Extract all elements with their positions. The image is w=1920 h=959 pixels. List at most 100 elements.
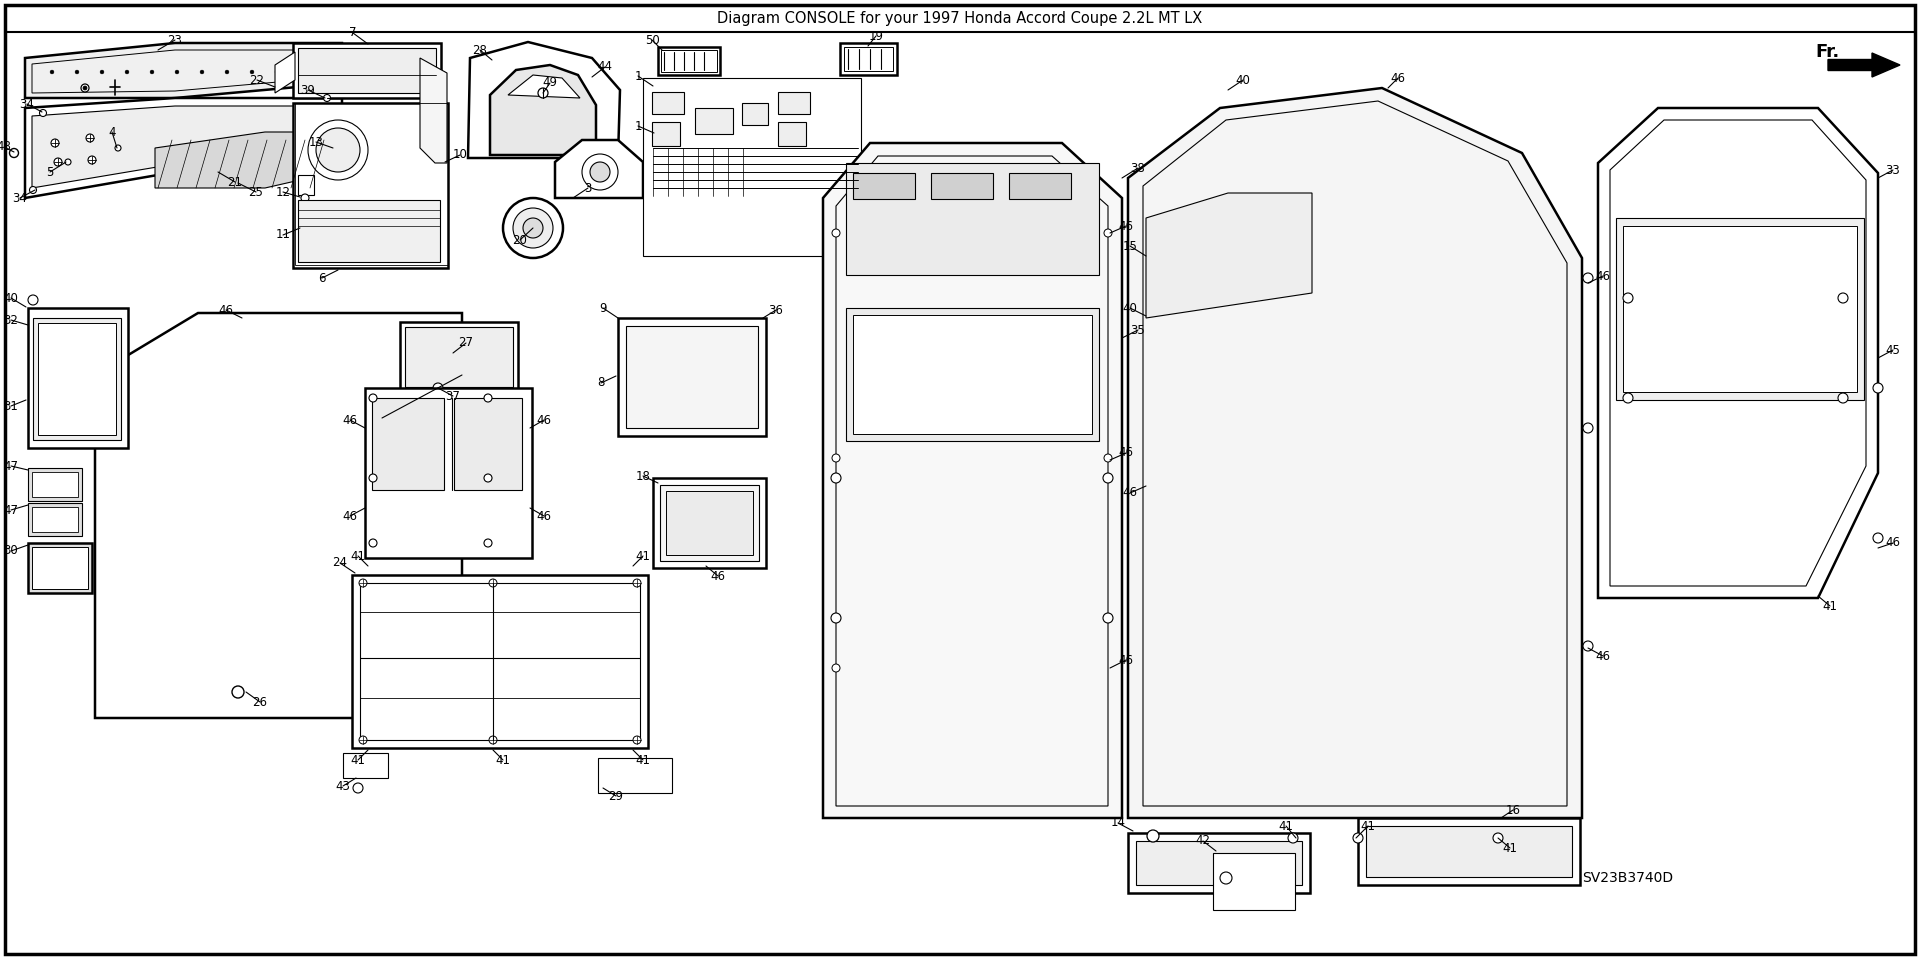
Text: 46: 46: [536, 413, 551, 427]
Circle shape: [100, 70, 104, 74]
Text: 40: 40: [4, 292, 19, 305]
Polygon shape: [555, 140, 643, 198]
Circle shape: [490, 579, 497, 587]
Text: 1: 1: [634, 69, 641, 82]
Circle shape: [200, 70, 204, 74]
Text: 48: 48: [0, 141, 12, 153]
Text: 46: 46: [219, 303, 234, 316]
Bar: [643, 78, 860, 256]
Text: 24: 24: [332, 556, 348, 570]
Polygon shape: [351, 575, 649, 748]
Polygon shape: [420, 58, 447, 163]
Text: 46: 46: [1119, 653, 1133, 667]
Polygon shape: [1146, 193, 1311, 318]
Bar: [29, 543, 92, 593]
Polygon shape: [1129, 88, 1582, 818]
Bar: [1213, 853, 1294, 910]
Circle shape: [150, 70, 154, 74]
Circle shape: [1494, 833, 1503, 843]
Text: 41: 41: [351, 754, 365, 766]
Text: 26: 26: [253, 695, 267, 709]
Circle shape: [503, 198, 563, 258]
Text: 47: 47: [4, 503, 19, 517]
Bar: [778, 92, 810, 114]
Text: SV23B3740D: SV23B3740D: [1582, 871, 1672, 885]
Text: 28: 28: [472, 43, 488, 57]
Text: 36: 36: [768, 303, 783, 316]
Text: 38: 38: [1131, 161, 1146, 175]
Bar: [653, 92, 684, 114]
Circle shape: [369, 539, 376, 547]
Polygon shape: [365, 388, 532, 558]
Text: 40: 40: [1123, 301, 1137, 315]
Bar: [1622, 226, 1857, 392]
Circle shape: [88, 156, 96, 164]
Bar: [847, 308, 1098, 441]
Text: 41: 41: [636, 754, 651, 766]
Text: 41: 41: [351, 550, 365, 563]
Circle shape: [1622, 393, 1634, 403]
Text: 9: 9: [599, 301, 607, 315]
Bar: [653, 478, 766, 568]
Bar: [294, 43, 442, 98]
Bar: [33, 318, 121, 440]
Text: 46: 46: [342, 413, 357, 427]
Text: 40: 40: [1236, 74, 1250, 86]
Text: 41: 41: [1822, 599, 1837, 613]
Polygon shape: [25, 43, 342, 98]
Text: 46: 46: [1885, 536, 1901, 550]
Circle shape: [323, 95, 330, 102]
Polygon shape: [597, 758, 672, 793]
Circle shape: [369, 394, 376, 402]
Bar: [298, 48, 436, 93]
Text: 41: 41: [495, 754, 511, 766]
Text: 5: 5: [46, 166, 54, 178]
Text: 41: 41: [1279, 820, 1294, 832]
Circle shape: [522, 218, 543, 238]
Circle shape: [40, 109, 46, 116]
Text: 25: 25: [248, 185, 263, 199]
Text: 41: 41: [636, 550, 651, 563]
Text: 46: 46: [1596, 269, 1611, 283]
Circle shape: [353, 783, 363, 793]
Circle shape: [513, 208, 553, 248]
Circle shape: [81, 84, 88, 92]
Text: 42: 42: [1196, 834, 1210, 848]
Circle shape: [831, 613, 841, 623]
Polygon shape: [275, 52, 296, 93]
Bar: [29, 503, 83, 536]
Bar: [298, 175, 315, 195]
Bar: [695, 108, 733, 134]
Circle shape: [538, 88, 547, 98]
Text: 35: 35: [1131, 323, 1146, 337]
Circle shape: [54, 158, 61, 166]
Circle shape: [232, 686, 244, 698]
Circle shape: [83, 86, 86, 90]
Polygon shape: [824, 143, 1121, 818]
Circle shape: [831, 664, 841, 672]
Circle shape: [65, 159, 71, 165]
Circle shape: [1874, 533, 1884, 543]
Polygon shape: [490, 65, 595, 155]
Text: 8: 8: [597, 377, 605, 389]
Bar: [845, 47, 893, 71]
Text: 46: 46: [1119, 447, 1133, 459]
Bar: [296, 103, 447, 265]
Circle shape: [582, 154, 618, 190]
Circle shape: [1622, 293, 1634, 303]
Text: 34: 34: [13, 192, 27, 204]
Text: 12: 12: [275, 185, 290, 199]
Text: 1: 1: [634, 120, 641, 132]
Circle shape: [831, 454, 841, 462]
Text: 34: 34: [19, 98, 35, 110]
Circle shape: [301, 194, 309, 202]
Text: 31: 31: [4, 400, 19, 412]
Text: 46: 46: [342, 509, 357, 523]
Bar: [1129, 833, 1309, 893]
Text: 46: 46: [1596, 649, 1611, 663]
Circle shape: [484, 539, 492, 547]
Circle shape: [1837, 393, 1847, 403]
Bar: [659, 47, 720, 75]
Bar: [778, 122, 806, 146]
Text: 33: 33: [1885, 163, 1901, 176]
